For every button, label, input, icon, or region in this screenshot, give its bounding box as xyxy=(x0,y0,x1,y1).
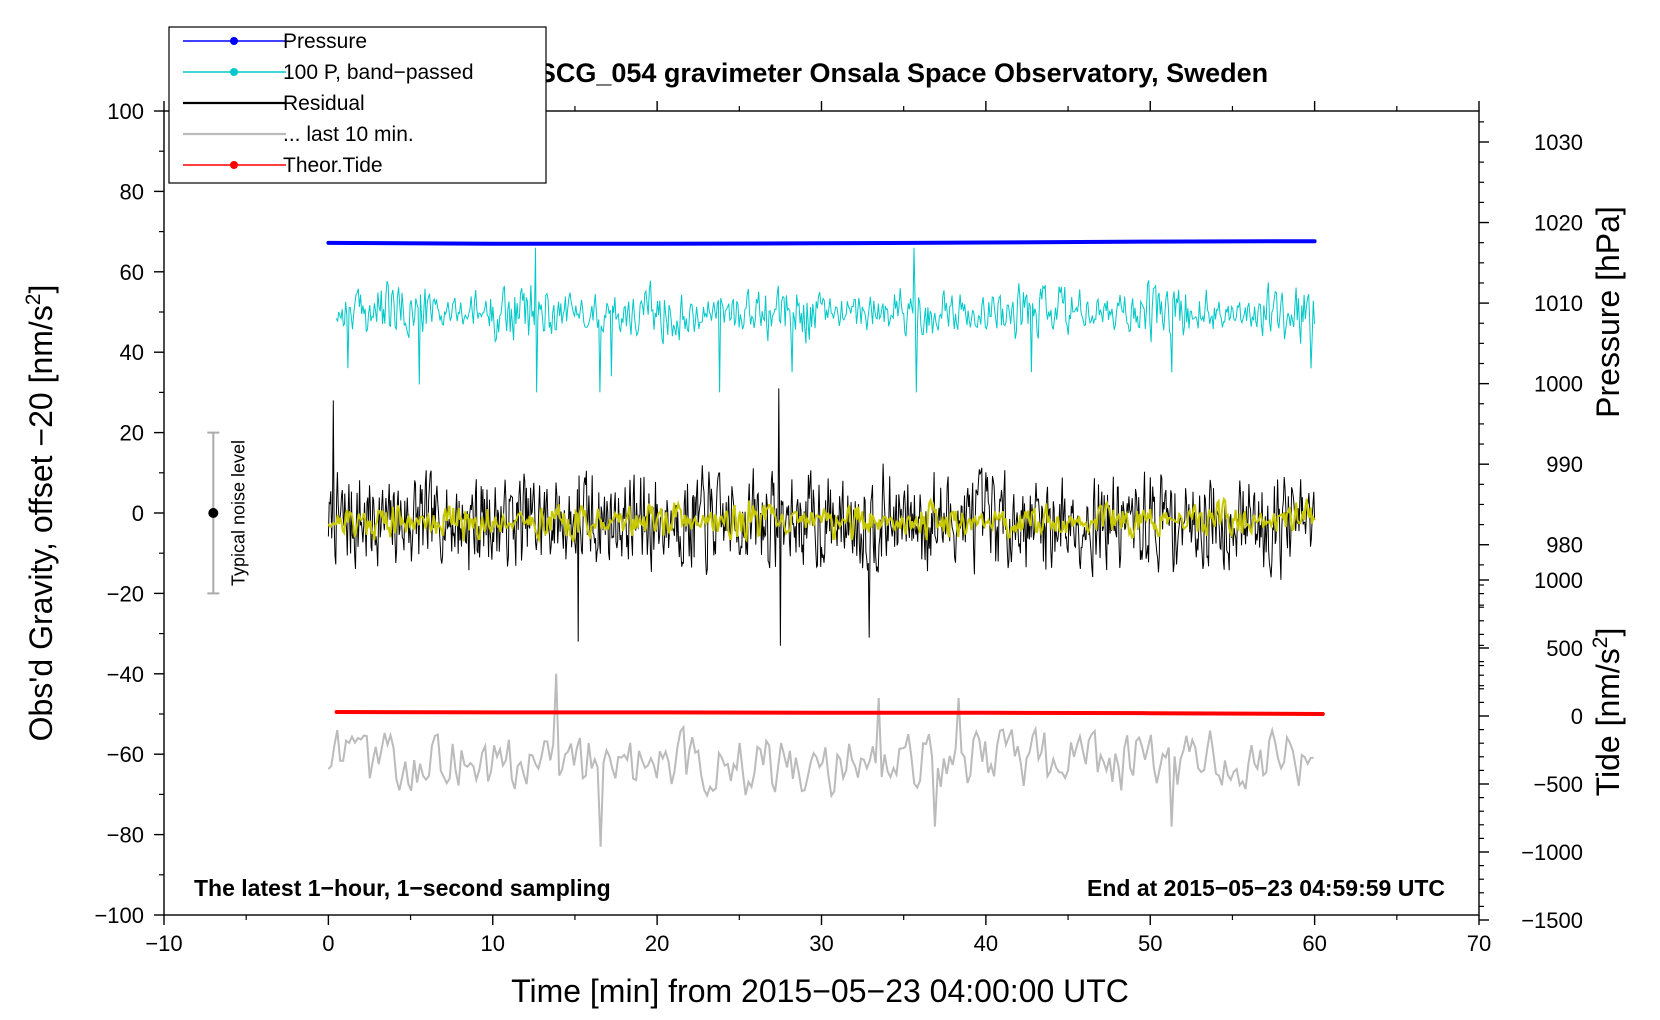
note-end-time: End at 2015−05−23 04:59:59 UTC xyxy=(1087,875,1445,901)
y-axis-label-left-main: Obs'd Gravity, offset −20 [nm/s xyxy=(23,305,59,741)
x-axis-label: Time [min] from 2015−05−23 04:00:00 UTC xyxy=(511,973,1129,1009)
y-tick-label: 100 xyxy=(107,99,144,124)
legend-item: Residual xyxy=(183,92,365,115)
tide-tick-label: 0 xyxy=(1571,704,1583,729)
y-axis-label-tide-main: Tide [nm/s xyxy=(1590,648,1626,796)
y-tick-label: −100 xyxy=(94,903,144,928)
legend-label: Theor.Tide xyxy=(283,154,383,177)
y-axis-label-pressure: Pressure [hPa] xyxy=(1590,206,1626,418)
legend-item: ... last 10 min. xyxy=(183,123,414,146)
legend-label: Pressure xyxy=(283,30,367,53)
y-tick-label: 20 xyxy=(120,421,144,446)
tide-tick-label: 500 xyxy=(1546,636,1583,661)
noise-level-label: Typical noise level xyxy=(228,440,248,586)
legend-items: Pressure 100 P, band−passed Residual ... la… xyxy=(183,30,474,177)
y-tick-label: −80 xyxy=(107,823,144,848)
x-tick-label: −10 xyxy=(145,931,182,956)
y-axis-label-tide-sup: 2 xyxy=(1589,637,1612,649)
noise-bar-center-dot xyxy=(208,508,219,518)
note-sampling: The latest 1−hour, 1−second sampling xyxy=(194,875,611,901)
series-residual-smoothed xyxy=(327,496,1316,544)
legend-label: 100 P, band−passed xyxy=(283,61,474,84)
x-tick-label: 50 xyxy=(1138,931,1162,956)
x-tick-label: 30 xyxy=(809,931,833,956)
series-theor-tide xyxy=(334,710,1325,716)
y-tick-label: 80 xyxy=(120,179,144,204)
pressure-tick-label: 1010 xyxy=(1534,291,1583,316)
y-axis-label-left: Obs'd Gravity, offset −20 [nm/s2] xyxy=(22,285,59,742)
x-tick-label: 10 xyxy=(481,931,505,956)
legend-box xyxy=(168,26,547,184)
legend-label: ... last 10 min. xyxy=(283,123,414,146)
pressure-tick-label: 980 xyxy=(1546,533,1583,558)
y-axis-label-left-sup: 2 xyxy=(22,293,45,305)
tick-labels-layer: −10 0 10 20 30 40 50 60 70−100−80−60−40−20020406… xyxy=(94,99,1583,956)
tide-tick-label: −1500 xyxy=(1521,908,1583,933)
x-tick-label: 20 xyxy=(645,931,669,956)
y-axis-label-left-end: ] xyxy=(23,285,59,294)
y-tick-label: −20 xyxy=(107,581,144,606)
legend-item: 100 P, band−passed xyxy=(183,61,474,84)
y-axis-label-tide: Tide [nm/s2] xyxy=(1589,628,1626,797)
x-tick-label: 40 xyxy=(974,931,998,956)
pressure-tick-label: 1020 xyxy=(1534,211,1583,236)
x-tick-label: 70 xyxy=(1467,931,1491,956)
series-pressure xyxy=(326,239,1317,246)
legend: Pressure 100 P, band−passed Residual ... la… xyxy=(168,26,547,184)
series-residual xyxy=(327,388,1316,646)
legend-marker xyxy=(230,68,238,76)
legend-item: Pressure xyxy=(183,30,367,53)
pressure-tick-label: 990 xyxy=(1546,452,1583,477)
y-tick-label: −40 xyxy=(107,662,144,687)
y-tick-label: 40 xyxy=(120,340,144,365)
legend-marker xyxy=(230,37,238,45)
y-tick-label: 60 xyxy=(120,260,144,285)
tide-tick-label: 1000 xyxy=(1534,568,1583,593)
chart-title: SCG_054 gravimeter Onsala Space Observat… xyxy=(538,58,1268,88)
y-axis-label-tide-end: ] xyxy=(1590,628,1626,637)
noise-level-indicator: Typical noise level xyxy=(207,431,248,595)
series-last-10-min xyxy=(327,673,1314,847)
x-tick-label: 60 xyxy=(1302,931,1326,956)
y-tick-label: −60 xyxy=(107,742,144,767)
tide-tick-label: −500 xyxy=(1533,772,1583,797)
series-layer xyxy=(326,239,1325,847)
series-band-passed-pressure xyxy=(335,247,1315,393)
pressure-tick-label: 1000 xyxy=(1534,372,1583,397)
x-tick-label: 0 xyxy=(322,931,334,956)
tide-tick-label: −1000 xyxy=(1521,840,1583,865)
legend-item: Theor.Tide xyxy=(183,154,383,177)
legend-label: Residual xyxy=(283,92,365,115)
legend-marker xyxy=(230,161,238,169)
y-tick-label: 0 xyxy=(132,501,144,526)
pressure-tick-label: 1030 xyxy=(1534,130,1583,155)
